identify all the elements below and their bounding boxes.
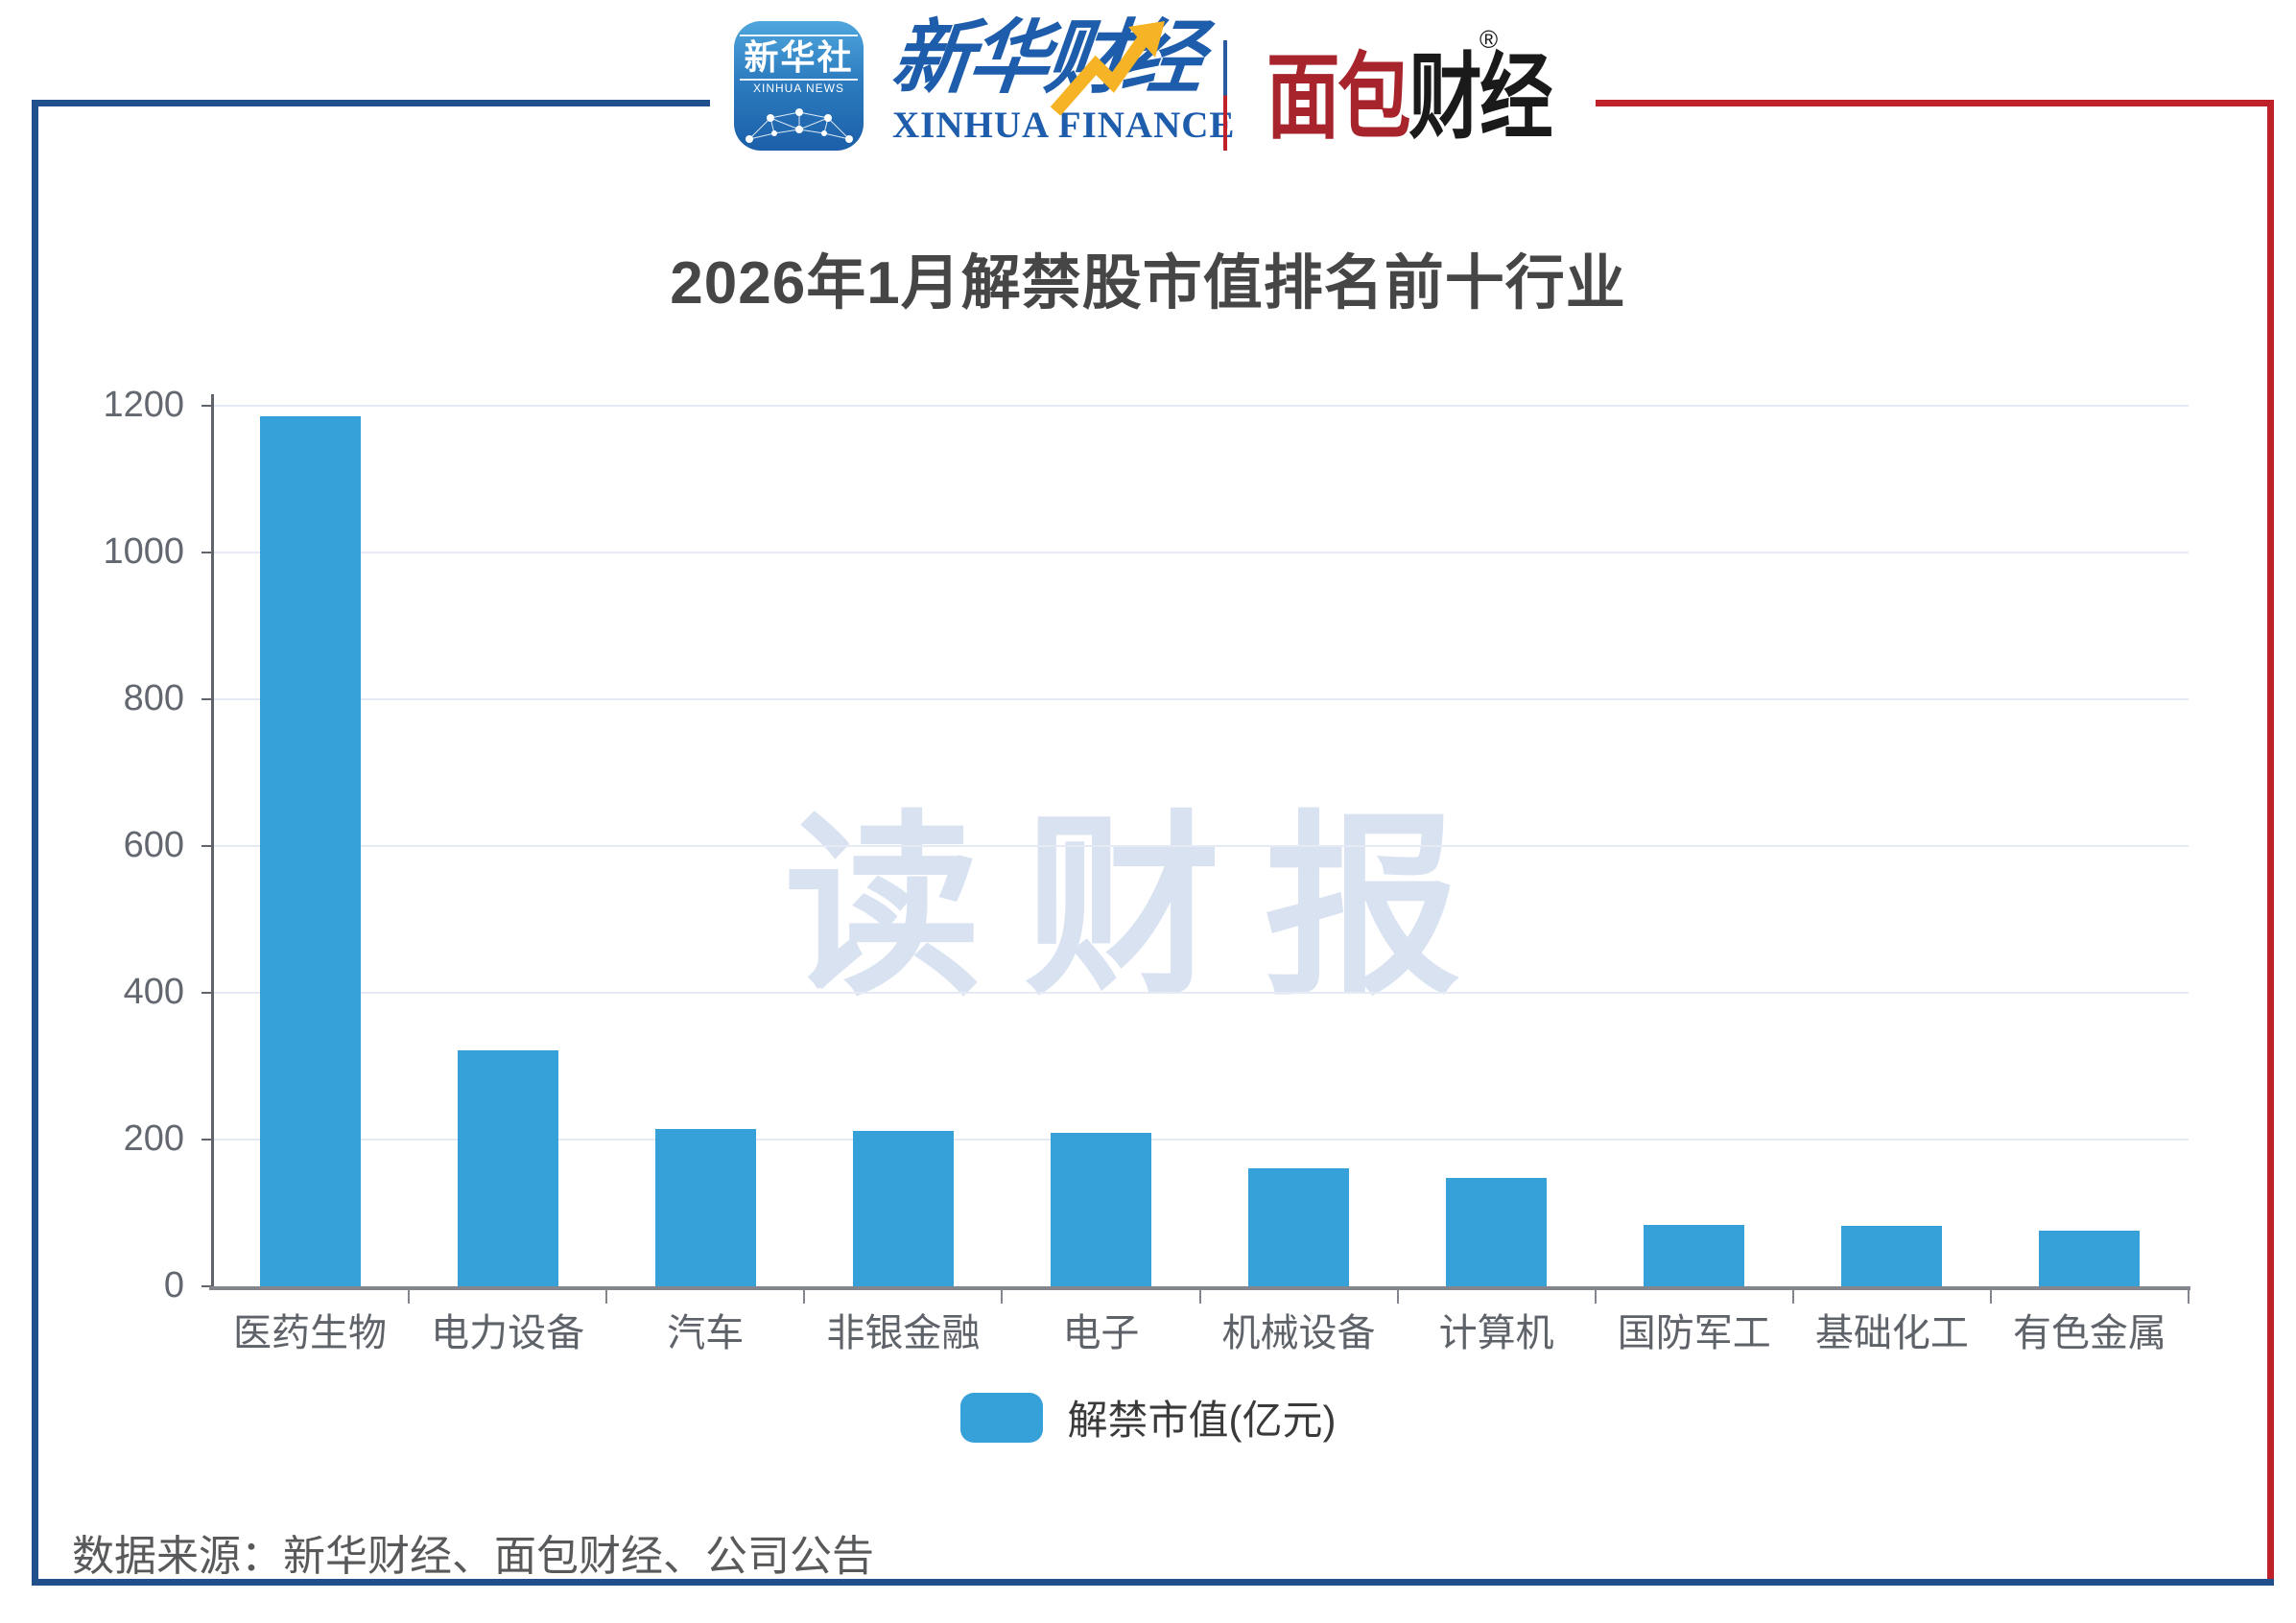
xinhua-news-logo-cn: 新华社: [740, 35, 858, 81]
x-axis-label: 国防军工: [1617, 1312, 1771, 1354]
x-axis-tick: [1594, 1290, 1597, 1304]
mianbao-finance-logo-cn: 面包财经: [1266, 50, 1553, 144]
y-axis-tick: [201, 405, 211, 407]
y-gridline: [211, 698, 2189, 700]
legend-color-swatch: [959, 1392, 1043, 1443]
registered-trademark-icon: ®: [1479, 25, 1499, 54]
frame-top-left-border: [32, 100, 710, 106]
y-axis-tick: [201, 1285, 211, 1287]
x-axis-label: 电子: [1062, 1312, 1140, 1354]
y-axis-tick: [201, 698, 211, 700]
x-axis-tick: [1791, 1290, 1794, 1304]
chart-title: 2026年1月解禁股市值排名前十行业: [670, 250, 1626, 317]
data-source-note: 数据来源：新华财经、面包财经、公司公告: [72, 1533, 874, 1580]
x-axis-label: 非银金融: [826, 1312, 981, 1354]
bar-汽车: [654, 1128, 756, 1286]
y-gridline: [211, 405, 2189, 407]
watermark-text: 读财报: [784, 798, 1504, 1018]
x-axis-tick: [605, 1290, 608, 1304]
x-axis-tick: [1198, 1290, 1201, 1304]
bar-计算机: [1446, 1177, 1548, 1286]
x-axis-label: 电力设备: [431, 1312, 585, 1354]
y-axis-tick: [201, 845, 211, 847]
y-axis-tick: [201, 552, 211, 553]
legend-series-label: 解禁市值(亿元): [1067, 1398, 1337, 1443]
y-gridline: [211, 552, 2189, 553]
mianbao-logo-red-part: 面包: [1266, 44, 1411, 150]
y-axis-label: 1200: [103, 385, 184, 425]
x-axis-label: 汽车: [667, 1312, 745, 1354]
y-axis-label: 200: [123, 1118, 184, 1159]
y-axis-label: 0: [163, 1265, 184, 1305]
y-gridline: [211, 992, 2189, 994]
y-gridline: [211, 845, 2189, 847]
frame-bottom-border: [32, 1579, 2274, 1586]
mianbao-finance-logo: 面包财经 ®: [1266, 25, 1631, 155]
x-axis-tick: [2188, 1290, 2189, 1304]
frame-right-border: [2267, 100, 2274, 1582]
x-axis-label: 医药生物: [233, 1312, 388, 1354]
bar-非银金融: [852, 1130, 954, 1286]
x-axis-label: 计算机: [1438, 1312, 1554, 1354]
y-gridline: [211, 1139, 2189, 1141]
bar-机械设备: [1248, 1167, 1350, 1286]
y-axis-tick: [201, 992, 211, 994]
bar-医药生物: [259, 415, 361, 1286]
x-axis-label: 有色金属: [2012, 1312, 2166, 1354]
y-axis-tick: [201, 1139, 211, 1141]
bar-电子: [1050, 1133, 1151, 1286]
mianbao-logo-black-part: 财经: [1408, 44, 1553, 150]
frame-left-border: [32, 100, 38, 1586]
bar-基础化工: [1841, 1225, 1943, 1286]
bar-有色金属: [2039, 1230, 2141, 1286]
bar-电力设备: [457, 1049, 558, 1286]
xinhua-news-app-logo: 新华社 XINHUA NEWS: [734, 21, 864, 151]
xinhua-news-logo-en: XINHUA NEWS: [752, 81, 844, 95]
bar-国防军工: [1644, 1224, 1745, 1286]
x-axis-label: 基础化工: [1814, 1312, 1969, 1354]
x-axis-label: 机械设备: [1221, 1312, 1376, 1354]
x-axis-tick: [1396, 1290, 1399, 1304]
x-axis-tick: [408, 1290, 411, 1304]
y-axis-label: 800: [123, 678, 184, 718]
y-axis-line: [211, 394, 214, 1288]
x-axis-tick: [1001, 1290, 1004, 1304]
network-constellation-icon: [745, 107, 853, 143]
x-axis-line: [209, 1286, 2190, 1290]
chart-legend: 解禁市值(亿元): [0, 1388, 2296, 1447]
x-axis-tick: [1989, 1290, 1992, 1304]
logo-divider-line: [1223, 40, 1227, 151]
x-axis-tick: [803, 1290, 806, 1304]
y-axis-label: 1000: [103, 531, 184, 572]
y-axis-label: 600: [123, 825, 184, 865]
frame-top-right-border: [1596, 100, 2274, 106]
y-axis-label: 400: [123, 972, 184, 1012]
